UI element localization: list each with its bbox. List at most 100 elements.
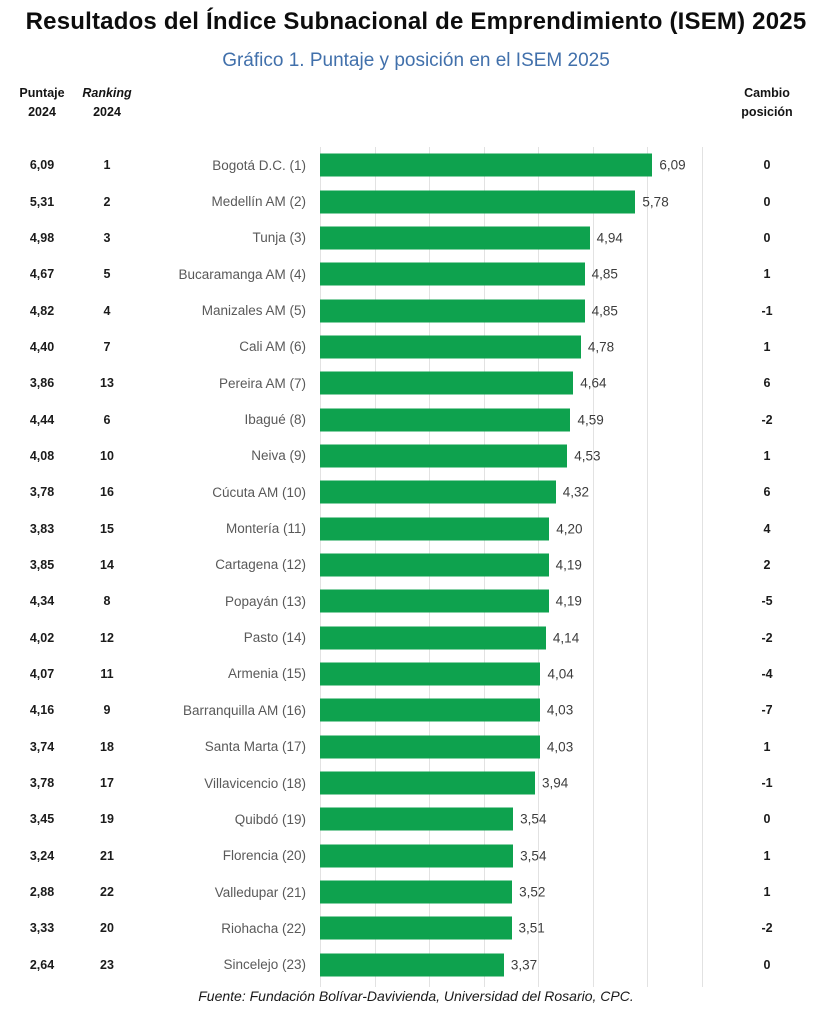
puntaje-2024-value: 4,98 [29,230,55,245]
column-header-puntaje-2024: Puntaje 2024 [0,84,84,122]
puntaje-2024-value: 3,45 [29,812,55,827]
table-row: 3,86 13 Pereira AM (7) 4,64 6 [0,365,832,401]
bar-track: 3,37 [320,947,702,983]
score-bar [320,262,585,286]
puntaje-2024-value: 6,09 [29,158,55,173]
city-label: Ibagué (8) [244,412,306,428]
cambio-posicion-value: 1 [763,267,771,282]
table-row: 4,07 11 Armenia (15) 4,04 -4 [0,656,832,692]
bar-value-label: 3,54 [520,811,547,827]
ranking-2024-value: 14 [100,557,114,572]
bar-track: 3,54 [320,838,702,874]
bar-track: 3,51 [320,910,702,946]
table-row: 2,64 23 Sincelejo (23) 3,37 0 [0,947,832,983]
cambio-posicion-value: 1 [763,448,771,463]
bar-value-label: 3,52 [519,884,546,900]
cambio-posicion-value: -1 [761,776,773,791]
city-label: Montería (11) [225,521,306,537]
table-row: 3,78 16 Cúcuta AM (10) 4,32 6 [0,474,832,510]
city-label: Riohacha (22) [221,920,306,936]
table-row: 3,74 18 Santa Marta (17) 4,03 1 [0,729,832,765]
ranking-2024-value: 9 [103,703,111,718]
ranking-2024-value: 17 [100,776,114,791]
bar-value-label: 4,59 [577,412,604,428]
puntaje-2024-value: 4,67 [29,267,55,282]
bar-value-label: 4,04 [547,666,574,682]
ranking-2024-value: 15 [100,521,114,536]
cambio-posicion-value: 4 [763,521,771,536]
bar-track: 4,20 [320,510,702,546]
puntaje-2024-value: 2,88 [29,885,55,900]
score-bar [320,299,585,323]
cambio-posicion-value: 6 [763,376,771,391]
table-row: 3,83 15 Montería (11) 4,20 4 [0,510,832,546]
table-row: 4,67 5 Bucaramanga AM (4) 4,85 1 [0,256,832,292]
score-bar [320,589,549,613]
city-label: Sincelejo (23) [223,957,306,973]
bar-value-label: 4,14 [552,630,580,646]
puntaje-2024-value: 4,82 [29,303,55,318]
ranking-2024-value: 8 [103,594,111,609]
score-bar [320,916,512,940]
table-row: 4,16 9 Barranquilla AM (16) 4,03 -7 [0,692,832,728]
bar-value-label: 4,78 [587,339,615,355]
score-bar [320,735,540,759]
bar-value-label: 4,64 [580,375,607,391]
score-bar [320,771,535,795]
city-label: Cúcuta AM (10) [212,484,306,500]
ranking-2024-value: 10 [100,448,114,463]
score-bar [320,335,581,359]
score-bar [320,408,571,432]
cambio-posicion-value: 0 [763,230,771,245]
bar-track: 4,94 [320,220,702,256]
puntaje-2024-value: 3,83 [29,521,55,536]
bar-value-label: 4,32 [562,484,590,500]
puntaje-2024-value: 4,34 [29,594,55,609]
ranking-2024-value: 2 [103,194,111,209]
table-row: 4,44 6 Ibagué (8) 4,59 -2 [0,401,832,437]
table-row: 3,78 17 Villavicencio (18) 3,94 -1 [0,765,832,801]
table-row: 3,85 14 Cartagena (12) 4,19 2 [0,547,832,583]
bar-value-label: 4,94 [596,230,623,246]
city-label: Florencia (20) [222,848,306,864]
city-label: Villavicencio (18) [204,775,306,791]
cambio-posicion-value: 1 [763,885,771,900]
bar-chart: 6,09 1 Bogotá D.C. (1) 6,09 0 5,31 2 Med… [0,147,832,987]
score-bar [320,190,636,214]
ranking-2024-value: 20 [100,921,114,936]
ranking-2024-value: 18 [100,739,114,754]
ranking-2024-value: 11 [100,666,114,681]
table-row: 4,82 4 Manizales AM (5) 4,85 -1 [0,292,832,328]
ranking-2024-value: 12 [100,630,114,645]
city-label: Cartagena (12) [215,557,306,573]
cambio-posicion-value: 0 [763,158,771,173]
city-label: Tunja (3) [252,230,306,246]
score-bar [320,844,514,868]
table-row: 5,31 2 Medellín AM (2) 5,78 0 [0,183,832,219]
cambio-posicion-value: -2 [761,630,773,645]
puntaje-2024-value: 4,02 [29,630,55,645]
header-line: Puntaje [19,86,65,100]
table-row: 4,02 12 Pasto (14) 4,14 -2 [0,619,832,655]
score-bar [320,626,546,650]
ranking-2024-value: 5 [103,267,111,282]
puntaje-2024-value: 3,33 [29,921,55,936]
cambio-posicion-value: -4 [761,666,773,681]
bar-track: 3,52 [320,874,702,910]
bar-track: 6,09 [320,147,702,183]
ranking-2024-value: 16 [100,485,114,500]
score-bar [320,698,540,722]
cambio-posicion-value: 2 [763,557,771,572]
city-label: Cali AM (6) [239,339,306,355]
score-bar [320,480,556,504]
table-row: 6,09 1 Bogotá D.C. (1) 6,09 0 [0,147,832,183]
score-bar [320,371,574,395]
bar-value-label: 4,85 [591,266,618,282]
score-bar [320,880,513,904]
puntaje-2024-value: 4,40 [29,339,55,354]
table-row: 4,40 7 Cali AM (6) 4,78 1 [0,329,832,365]
score-bar [320,517,550,541]
ranking-2024-value: 7 [103,339,111,354]
table-row: 2,88 22 Valledupar (21) 3,52 1 [0,874,832,910]
puntaje-2024-value: 4,44 [29,412,55,427]
